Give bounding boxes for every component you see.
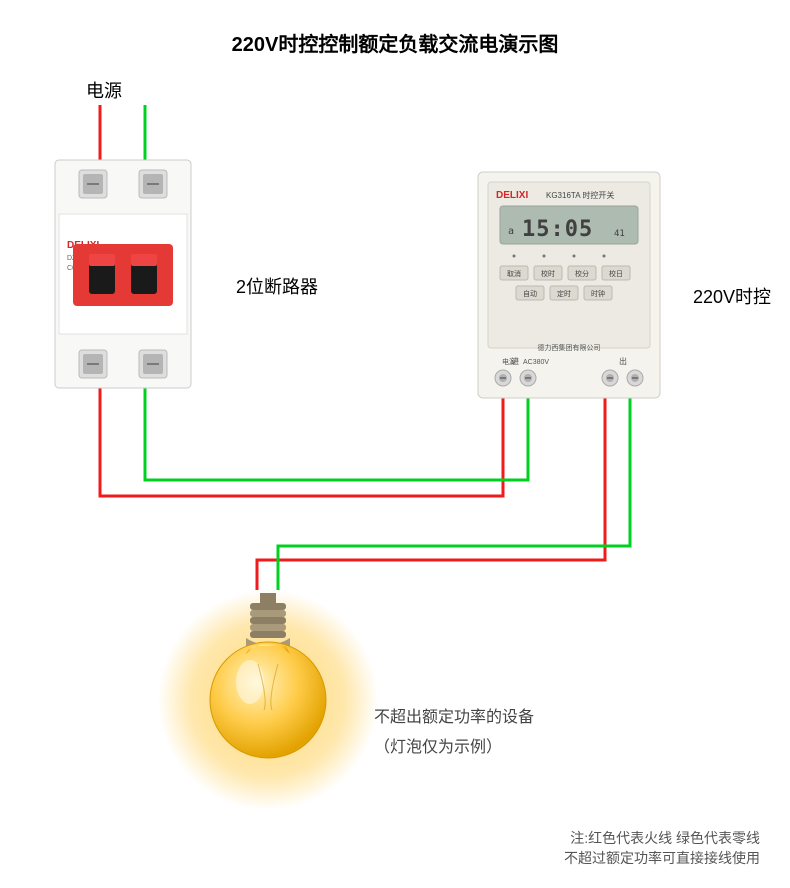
svg-text:时钟: 时钟 — [591, 289, 605, 298]
svg-text:41: 41 — [614, 229, 625, 239]
wiring-diagram: DELIXIDZ47sC63 DELIXI KG316TA 时控开关 a 15:05 4… — [0, 0, 790, 888]
bulb — [158, 590, 378, 810]
svg-text:校时: 校时 — [541, 269, 555, 278]
svg-text:出: 出 — [619, 356, 627, 366]
svg-text:德力西集团有限公司: 德力西集团有限公司 — [538, 343, 601, 352]
svg-text:取消: 取消 — [507, 269, 521, 278]
svg-text:15:05: 15:05 — [522, 217, 593, 242]
breaker-device: DELIXIDZ47sC63 — [55, 160, 191, 388]
svg-text:a: a — [508, 226, 514, 237]
svg-text:DELIXI: DELIXI — [496, 190, 528, 201]
svg-text:自动: 自动 — [523, 289, 537, 298]
svg-text:校日: 校日 — [609, 269, 623, 278]
svg-text:电源：AC380V: 电源：AC380V — [502, 357, 549, 366]
timer-device: DELIXI KG316TA 时控开关 a 15:05 41 取消 校时 校分 校日自动 定时 时钟… — [478, 172, 660, 398]
svg-text:KG316TA 时控开关: KG316TA 时控开关 — [546, 190, 614, 200]
svg-text:校分: 校分 — [575, 269, 589, 278]
svg-text:进: 进 — [511, 357, 519, 366]
svg-text:定时: 定时 — [557, 289, 571, 298]
